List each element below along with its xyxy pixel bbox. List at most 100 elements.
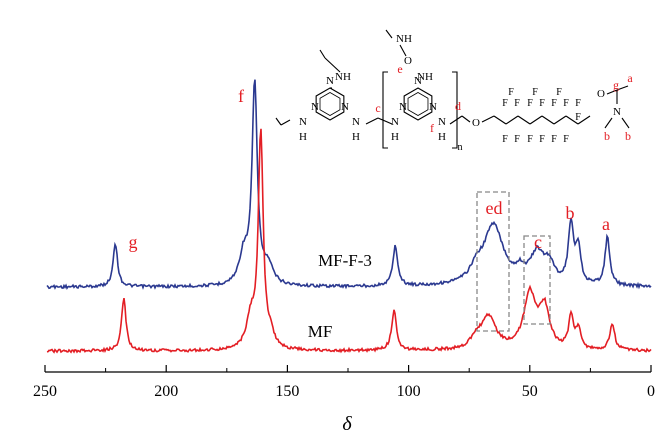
carbon-label-g: g bbox=[613, 78, 619, 92]
highlight-box-c bbox=[523, 235, 551, 325]
x-tick-label: 50 bbox=[522, 383, 538, 400]
atom-label: O bbox=[404, 55, 412, 67]
triazine-ring bbox=[403, 87, 433, 121]
fluorine-label: F bbox=[502, 134, 508, 145]
atom-label: N bbox=[352, 116, 360, 128]
bracket-right bbox=[452, 71, 458, 149]
repeat-n: n bbox=[458, 142, 463, 153]
bond bbox=[577, 115, 591, 125]
bond bbox=[365, 117, 379, 125]
bond bbox=[449, 115, 463, 125]
carbon-label-c: c bbox=[375, 101, 380, 115]
fluorine-label: F bbox=[532, 87, 538, 98]
bond bbox=[385, 29, 393, 39]
atom-label: N bbox=[341, 101, 349, 113]
atom-label: NH bbox=[335, 71, 351, 83]
fluorine-label: F bbox=[527, 134, 533, 145]
x-axis-label: δ bbox=[342, 413, 352, 435]
bond bbox=[493, 115, 507, 125]
atom-label: N bbox=[414, 75, 422, 87]
peak-label-c: c bbox=[534, 232, 542, 252]
atom-label: H bbox=[438, 131, 446, 143]
fluorine-label: F bbox=[514, 98, 520, 109]
plot-frame bbox=[45, 2, 651, 372]
fluorine-label: F bbox=[563, 134, 569, 145]
fluorine-label: F bbox=[556, 87, 562, 98]
fluorine-label: F bbox=[563, 98, 569, 109]
atom-label: H bbox=[391, 131, 399, 143]
fluorine-label: F bbox=[508, 87, 514, 98]
atom-label: H bbox=[352, 131, 360, 143]
x-tick-label: 100 bbox=[397, 383, 421, 400]
bond bbox=[553, 115, 567, 125]
carbon-label-b: b bbox=[604, 129, 610, 143]
peak-label-a: a bbox=[602, 214, 610, 234]
peak-label-b: b bbox=[566, 203, 575, 223]
plot-area: MF-F-3 MF g f ed c b a bbox=[46, 79, 652, 354]
fluorine-label: F bbox=[575, 98, 581, 109]
bracket-left bbox=[382, 71, 388, 149]
atom-label: O bbox=[472, 117, 480, 129]
bond bbox=[541, 115, 555, 125]
bond bbox=[529, 115, 543, 125]
x-axis: 250 200 150 100 50 0 bbox=[33, 2, 655, 400]
bond bbox=[324, 57, 341, 73]
series-label: MF bbox=[308, 322, 333, 341]
bond bbox=[280, 119, 291, 126]
fluorine-label: F bbox=[551, 98, 557, 109]
fluorine-label: F bbox=[514, 134, 520, 145]
bond bbox=[319, 49, 326, 59]
fluorine-label: F bbox=[539, 98, 545, 109]
highlight-box-ed bbox=[476, 191, 510, 332]
x-tick-label: 250 bbox=[33, 383, 57, 400]
atom-label: O bbox=[597, 88, 605, 100]
carbon-label-d: d bbox=[455, 99, 461, 113]
triazine-ring bbox=[315, 87, 345, 121]
atom-label: N bbox=[299, 116, 307, 128]
triazine-ring-inner bbox=[319, 92, 341, 116]
series-label: MF-F-3 bbox=[318, 251, 372, 270]
atom-label: N bbox=[326, 75, 334, 87]
triazine-ring-inner bbox=[407, 92, 429, 116]
atom-label: NH bbox=[396, 33, 412, 45]
peak-label-g: g bbox=[129, 232, 138, 252]
atom-label: NH bbox=[417, 71, 433, 83]
carbon-label-f: f bbox=[430, 121, 434, 135]
carbon-label-b: b bbox=[625, 129, 631, 143]
bond bbox=[481, 115, 495, 123]
x-tick-label: 150 bbox=[275, 383, 299, 400]
atom-label: N bbox=[613, 106, 621, 118]
carbon-label-a: a bbox=[627, 71, 633, 85]
bond bbox=[621, 117, 630, 129]
fluorine-label: F bbox=[551, 134, 557, 145]
bond bbox=[606, 89, 618, 95]
bond bbox=[517, 115, 531, 125]
x-tick-label: 200 bbox=[154, 383, 178, 400]
bond bbox=[377, 117, 393, 125]
x-tick-label: 0 bbox=[647, 383, 655, 400]
bond bbox=[461, 115, 471, 123]
peak-label-f: f bbox=[238, 86, 244, 106]
bond bbox=[399, 44, 407, 57]
fluorine-label: F bbox=[502, 98, 508, 109]
atom-label: N bbox=[438, 116, 446, 128]
atom-label: N bbox=[311, 101, 319, 113]
series-line-mf-f-3 bbox=[46, 79, 652, 290]
fluorine-label: F bbox=[575, 112, 581, 123]
bond bbox=[505, 115, 519, 125]
bond bbox=[565, 115, 579, 125]
atom-label: N bbox=[429, 101, 437, 113]
fluorine-label: F bbox=[527, 98, 533, 109]
series-line-mf bbox=[46, 128, 652, 354]
carbon-label-e: e bbox=[397, 62, 402, 76]
atom-label: H bbox=[299, 131, 307, 143]
bond bbox=[616, 85, 629, 91]
bond bbox=[275, 117, 282, 126]
fluorine-label: F bbox=[539, 134, 545, 145]
peak-label-ed: ed bbox=[486, 198, 503, 218]
bond bbox=[604, 117, 613, 129]
atom-label: N bbox=[391, 116, 399, 128]
